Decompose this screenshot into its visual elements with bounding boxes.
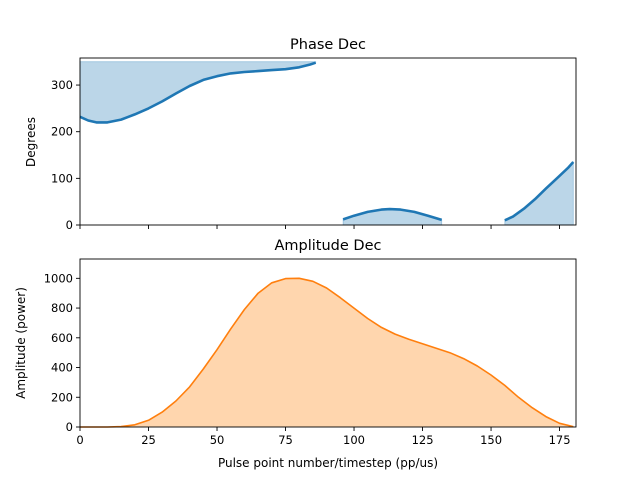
amplitude-ytick-label: 800 bbox=[51, 301, 73, 315]
amplitude-dec-ylabel: Amplitude (power) bbox=[14, 287, 28, 399]
amplitude-xtick-label: 125 bbox=[412, 433, 434, 447]
amplitude-xtick-label: 175 bbox=[549, 433, 571, 447]
amplitude-xtick-label: 0 bbox=[76, 433, 83, 447]
phase-dec-marks bbox=[79, 61, 575, 226]
amplitude-xtick-label: 25 bbox=[141, 433, 156, 447]
amplitude-xtick-label: 75 bbox=[278, 433, 293, 447]
phase-dec-ylabel: Degrees bbox=[24, 117, 38, 167]
amplitude-dec-marks bbox=[80, 277, 574, 428]
phase-ytick-label: 100 bbox=[51, 171, 73, 185]
phase-dec-subplot: Phase Dec Degrees 0 100 200 300 bbox=[24, 37, 577, 232]
phase-series-line-1 bbox=[79, 61, 317, 124]
phase-ytick-label: 300 bbox=[51, 78, 73, 92]
phase-ytick-label: 200 bbox=[51, 125, 73, 139]
phase-ytick-label: 0 bbox=[66, 218, 73, 232]
amplitude-xtick-label: 50 bbox=[210, 433, 225, 447]
amplitude-xtick-label: 150 bbox=[480, 433, 502, 447]
phase-dec-plot-frame bbox=[79, 57, 577, 226]
amplitude-dec-plot-frame bbox=[79, 258, 577, 428]
amplitude-ytick-label: 600 bbox=[51, 331, 73, 345]
amplitude-dec-axes: 0 200 400 600 800 1000 0 25 50 75 100 125 150 175 bbox=[44, 271, 571, 447]
amplitude-series-line bbox=[80, 277, 574, 428]
amplitude-dec-title: Amplitude Dec bbox=[275, 238, 382, 254]
phase-series-line-2 bbox=[342, 207, 443, 222]
phase-dec-axes: 0 100 200 300 bbox=[51, 78, 561, 232]
amplitude-ytick-label: 0 bbox=[66, 420, 73, 434]
amplitude-ytick-label: 1000 bbox=[44, 271, 73, 285]
amplitude-fill-area bbox=[80, 278, 574, 427]
amplitude-dec-xlabel: Pulse point number/timestep (pp/us) bbox=[218, 456, 438, 470]
amplitude-xtick-label: 100 bbox=[343, 433, 365, 447]
phase-dec-title: Phase Dec bbox=[290, 37, 366, 53]
phase-series-line-3 bbox=[504, 161, 575, 222]
amplitude-ytick-label: 400 bbox=[51, 361, 73, 375]
amplitude-dec-subplot: Amplitude Dec Amplitude (power) Pulse po… bbox=[14, 238, 577, 470]
amplitude-ytick-label: 200 bbox=[51, 390, 73, 404]
